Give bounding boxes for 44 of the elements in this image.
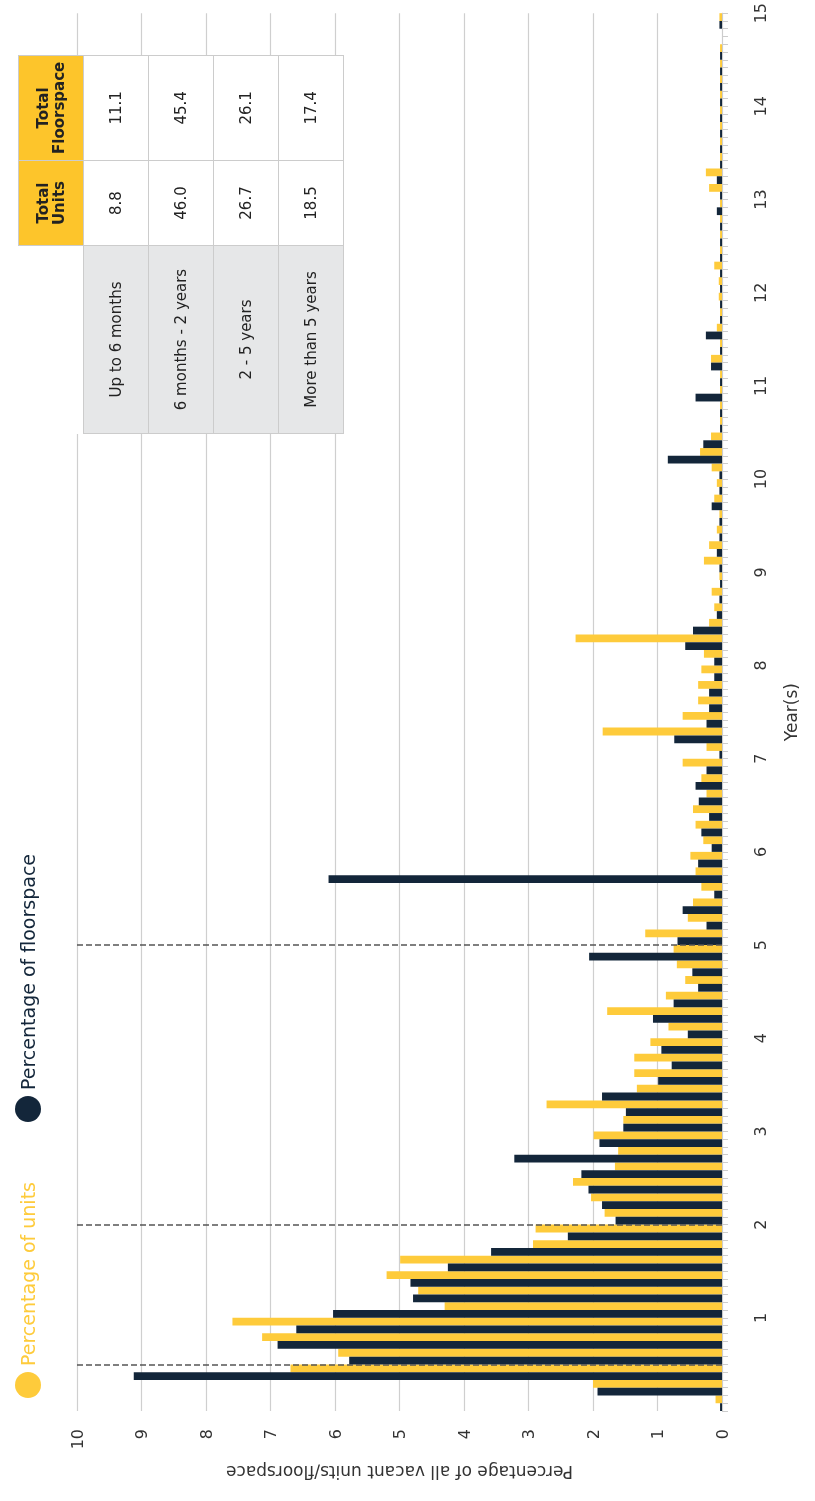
annotation: 6 months - 2 years <box>148 245 214 434</box>
annotation: 11.1 <box>83 55 149 161</box>
y-tick-label: 9 <box>750 567 770 578</box>
y-tick-label: 13 <box>750 189 770 210</box>
annotation: 26.1 <box>213 55 279 161</box>
x-tick-label: 4 <box>454 1429 474 1440</box>
x-tick-label: 8 <box>196 1429 216 1440</box>
x-tick-label: 2 <box>583 1429 603 1440</box>
x-tick-label: 6 <box>325 1429 345 1440</box>
x-axis-title: Percentage of all vacant units/floorspace <box>225 1461 574 1482</box>
y-tick-label: 3 <box>750 1126 770 1137</box>
y-tick-label: 4 <box>750 1033 770 1044</box>
y-tick-label: 1 <box>750 1312 770 1323</box>
text: Percentage of units <box>17 1182 39 1366</box>
annotation: 18.5 <box>278 160 344 246</box>
annotation: 2 - 5 years <box>213 245 279 434</box>
y-tick-label: 7 <box>750 753 770 764</box>
x-tick-label: 3 <box>519 1429 538 1440</box>
annotation: More than 5 years <box>278 245 344 434</box>
annotation: 8.8 <box>83 160 149 246</box>
y-tick-label: 6 <box>750 846 770 857</box>
x-tick-label: 10 <box>67 1429 87 1450</box>
text: Percentage of floorspace <box>17 853 39 1090</box>
y-tick-label: 8 <box>750 660 770 671</box>
x-tick-label: 1 <box>648 1429 667 1440</box>
x-tick-label: 9 <box>132 1429 151 1440</box>
y-tick-label: 14 <box>750 96 770 117</box>
annotation: 45.4 <box>148 55 214 161</box>
y-tick-label: 12 <box>750 282 770 303</box>
x-tick-label: 0 <box>712 1429 732 1440</box>
annotation: Up to 6 months <box>83 245 149 434</box>
annotation: 46.0 <box>148 160 214 246</box>
x-tick-label: 5 <box>390 1429 409 1440</box>
y-tick-label: 5 <box>750 939 770 951</box>
text: Total Units <box>33 180 68 226</box>
y-tick-label: 15 <box>750 3 770 24</box>
y-tick-label: 10 <box>750 468 770 490</box>
annotation: 26.7 <box>213 160 279 246</box>
x-tick-label: 7 <box>261 1429 280 1440</box>
y-tick-label: 2 <box>750 1219 770 1230</box>
y-axis-title: Year(s) <box>780 683 801 743</box>
text: Total Floorspace <box>33 61 68 154</box>
y-tick-label: 11 <box>750 375 770 397</box>
annotation: 17.4 <box>278 55 344 161</box>
